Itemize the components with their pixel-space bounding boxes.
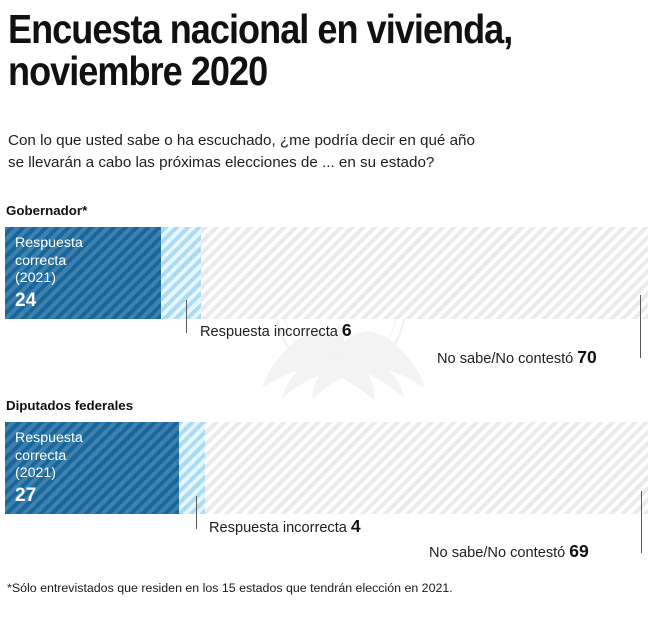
tick-incorrect-diputados <box>196 496 197 529</box>
nosabe-value: 70 <box>577 347 597 367</box>
incorrect-value: 6 <box>341 320 352 340</box>
survey-question: Con lo que usted sabe o ha escuchado, ¿m… <box>8 130 633 174</box>
nosabe-label: No sabe/No contestó <box>437 351 574 367</box>
tick-nosabe-diputados <box>641 491 642 553</box>
bar-segment-incorrect <box>179 422 205 514</box>
callout-incorrect-diputados: Respuesta incorrecta 4 <box>209 516 361 537</box>
group-label-gobernador: Gobernador* <box>6 203 88 218</box>
bar-segment-correct: Respuesta correcta (2021) 27 <box>5 422 179 514</box>
incorrect-value: 4 <box>350 516 361 536</box>
correct-line-2: correcta <box>15 252 67 269</box>
correct-line-1: Respuesta <box>15 430 83 446</box>
tick-incorrect-gobernador <box>186 300 187 333</box>
title-line-1: Encuesta nacional en vivienda, <box>8 6 513 52</box>
correct-line-1: Respuesta <box>15 235 83 251</box>
incorrect-label: Respuesta incorrecta <box>200 324 338 340</box>
group-label-diputados: Diputados federales <box>6 398 134 413</box>
stacked-bar-gobernador: Respuesta correcta (2021) 24 <box>5 227 648 319</box>
correct-line-3: (2021) <box>15 465 57 481</box>
bar-segment-incorrect <box>161 227 201 319</box>
page-title: Encuesta nacional en vivienda, noviembre… <box>8 8 571 92</box>
bar-segment-nosabe <box>201 227 648 319</box>
callout-incorrect-gobernador: Respuesta incorrecta 6 <box>200 320 352 341</box>
bar-segment-correct: Respuesta correcta (2021) 24 <box>5 227 161 319</box>
title-line-2: noviembre 2020 <box>8 48 268 94</box>
tick-nosabe-gobernador <box>640 295 641 358</box>
callout-nosabe-diputados: No sabe/No contestó 69 <box>429 541 589 562</box>
bar-segment-nosabe <box>205 422 648 514</box>
correct-line-3: (2021) <box>15 270 57 286</box>
nosabe-value: 69 <box>569 541 589 561</box>
callout-nosabe-gobernador: No sabe/No contestó 70 <box>437 347 597 368</box>
correct-value: 27 <box>15 484 37 506</box>
stacked-bar-diputados: Respuesta correcta (2021) 27 <box>5 422 648 514</box>
footnote: *Sólo entrevistados que residen en los 1… <box>7 581 453 595</box>
question-line-2: se llevarán a cabo las próximas eleccion… <box>8 154 435 171</box>
correct-value: 24 <box>15 289 37 311</box>
question-line-1: Con lo que usted sabe o ha escuchado, ¿m… <box>8 132 475 149</box>
bar-label-correct: Respuesta correcta (2021) 24 <box>15 235 83 313</box>
incorrect-label: Respuesta incorrecta <box>209 520 347 536</box>
nosabe-label: No sabe/No contestó <box>429 545 566 561</box>
correct-line-2: correcta <box>15 447 67 464</box>
bar-label-correct: Respuesta correcta (2021) 27 <box>15 430 83 508</box>
